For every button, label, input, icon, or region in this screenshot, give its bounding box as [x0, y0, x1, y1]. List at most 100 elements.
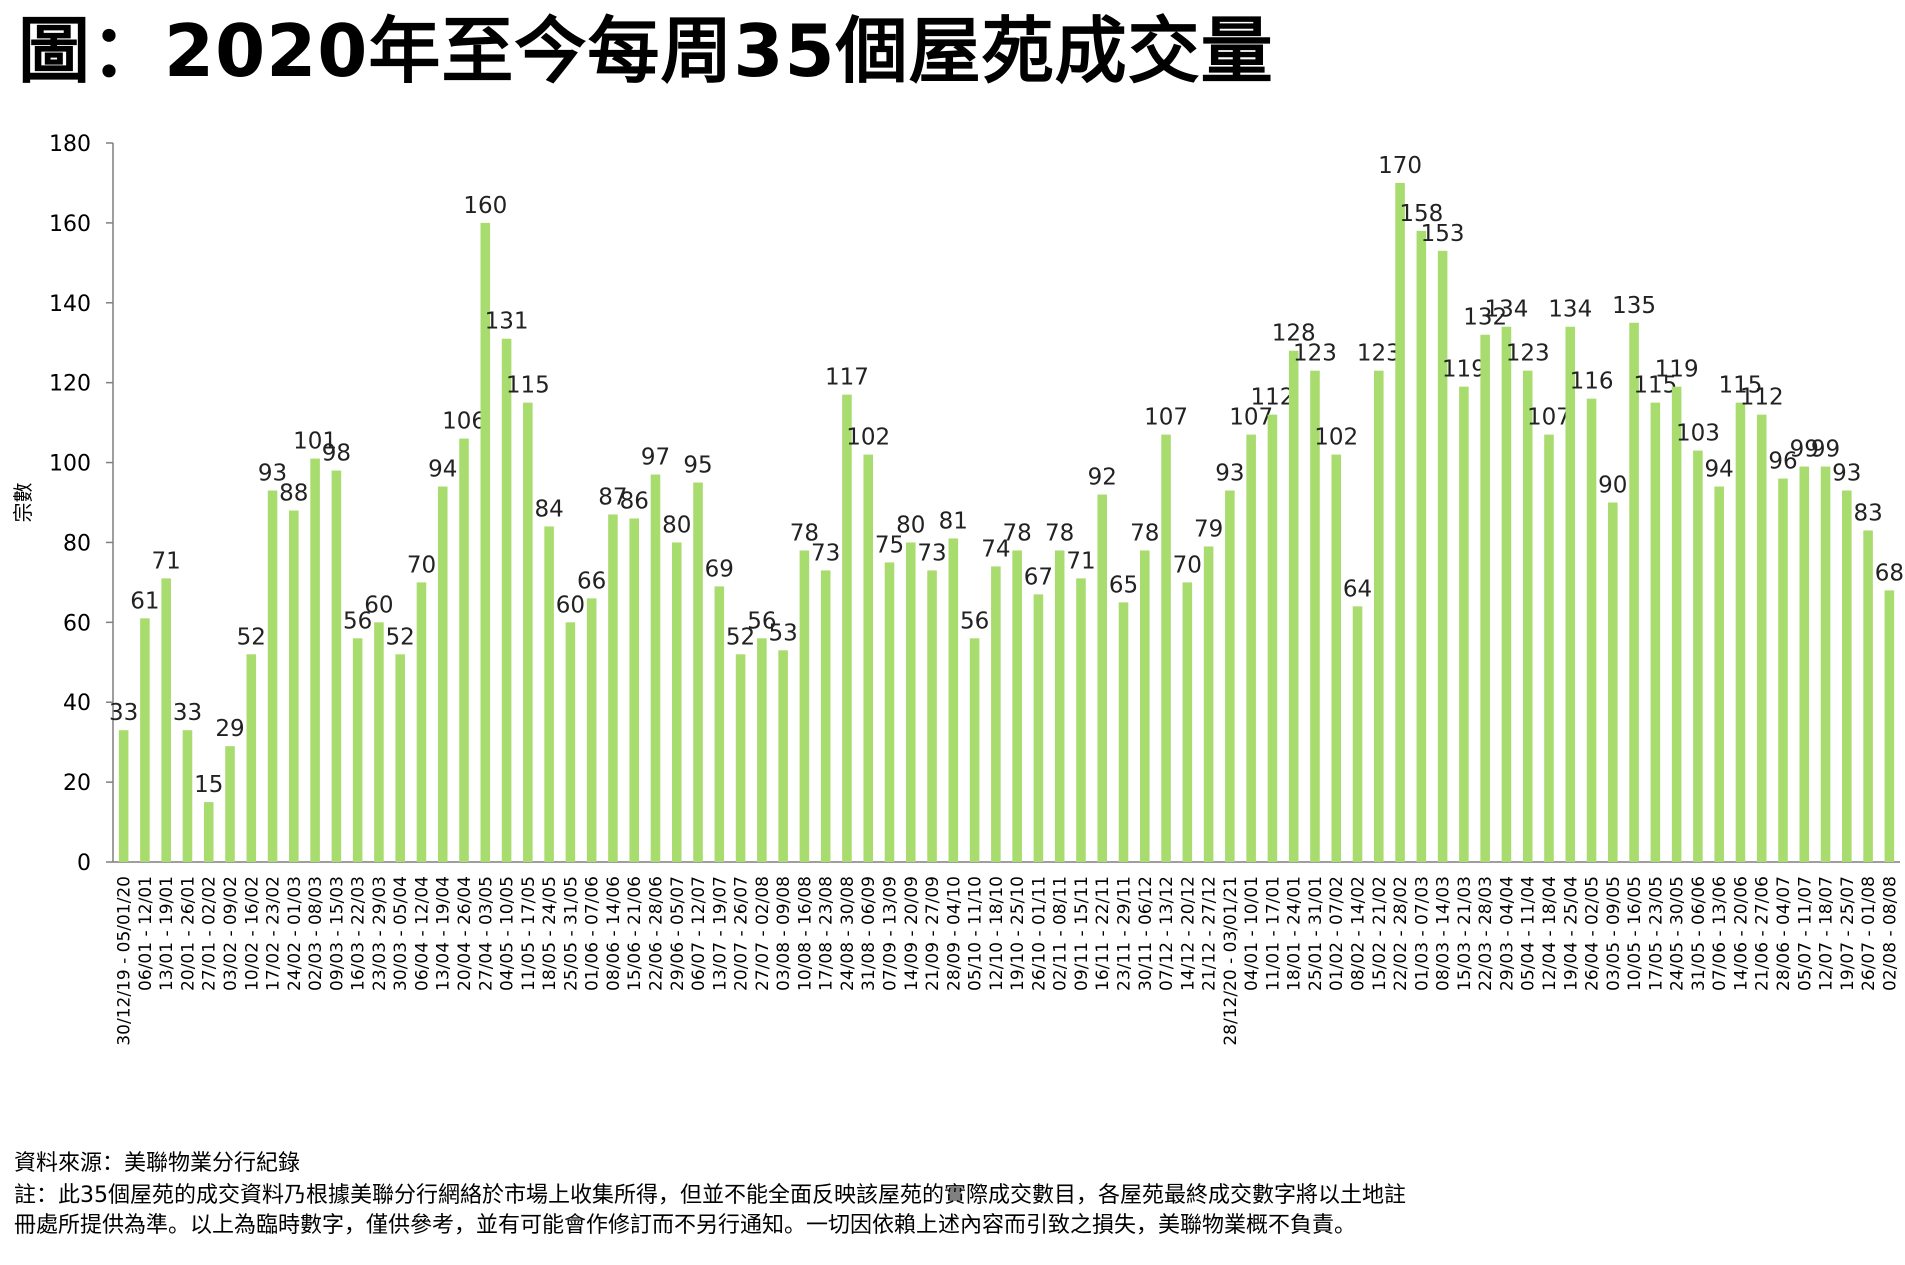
- bar: [608, 514, 618, 862]
- data-label: 33: [173, 700, 202, 726]
- bar: [714, 586, 725, 862]
- x-tick-label: 31/08 - 06/09: [859, 876, 879, 991]
- x-tick-label: 17/02 - 23/02: [264, 876, 284, 991]
- data-label: 70: [407, 552, 436, 578]
- x-tick-label: 28/09 - 04/10: [944, 876, 964, 991]
- x-tick-label: 30/12/19 - 05/01/20: [115, 876, 135, 1046]
- x-tick-label: 27/04 - 03/05: [476, 876, 496, 991]
- bar: [1097, 494, 1108, 862]
- x-tick-label: 09/03 - 15/03: [327, 876, 347, 991]
- bar: [267, 490, 278, 862]
- data-label: 99: [1790, 437, 1819, 463]
- data-label: 83: [1853, 500, 1882, 526]
- bar: [1459, 386, 1469, 862]
- data-label: 94: [1705, 457, 1734, 483]
- x-tick-label: 26/07 - 01/08: [1859, 876, 1879, 991]
- bar: [565, 622, 576, 862]
- x-tick-label: 06/07 - 12/07: [689, 876, 709, 991]
- data-label: 134: [1484, 297, 1528, 323]
- x-tick-label: 19/04 - 25/04: [1561, 876, 1581, 991]
- x-tick-label: 03/02 - 09/02: [221, 876, 241, 991]
- bar: [1544, 434, 1554, 862]
- bar: [863, 454, 874, 862]
- data-label: 98: [322, 441, 351, 467]
- bar: [480, 222, 491, 862]
- bar: [1054, 550, 1065, 862]
- y-tick-label: 140: [49, 292, 91, 317]
- data-label: 70: [1173, 552, 1202, 578]
- x-tick-label: 22/02 - 28/02: [1391, 876, 1411, 991]
- x-tick-label: 06/04 - 12/04: [412, 876, 432, 991]
- x-tick-label: 14/12 - 20/12: [1178, 876, 1198, 991]
- data-label: 78: [790, 520, 819, 546]
- bar: [1182, 582, 1193, 862]
- x-tick-label: 21/12 - 27/12: [1200, 876, 1220, 991]
- x-tick-label: 13/07 - 19/07: [710, 876, 730, 991]
- x-tick-label: 07/06 - 13/06: [1710, 876, 1730, 991]
- x-tick-label: 08/02 - 14/02: [1349, 876, 1369, 991]
- y-tick-label: 120: [49, 372, 91, 397]
- data-label: 107: [1229, 405, 1273, 431]
- data-label: 103: [1676, 421, 1720, 447]
- data-label: 132: [1463, 305, 1507, 331]
- bar: [586, 598, 597, 862]
- bar: [1501, 326, 1512, 862]
- x-tick-label: 04/01 - 10/01: [1242, 876, 1262, 991]
- x-tick-label: 08/06 - 14/06: [604, 876, 624, 991]
- bar: [1522, 370, 1533, 862]
- x-tick-label: 15/06 - 21/06: [625, 876, 645, 991]
- data-label: 52: [726, 624, 755, 650]
- data-label: 68: [1875, 560, 1904, 586]
- bar: [1395, 182, 1405, 862]
- bar: [820, 570, 831, 862]
- data-label: 29: [215, 716, 244, 742]
- data-label: 78: [1130, 520, 1159, 546]
- bar: [799, 550, 810, 862]
- bar: [1884, 590, 1895, 862]
- x-tick-label: 28/12/20 - 03/01/21: [1221, 876, 1241, 1046]
- data-label: 73: [917, 540, 946, 566]
- data-label: 119: [1655, 357, 1699, 383]
- bar: [1225, 490, 1235, 862]
- x-tick-label: 30/03 - 05/04: [391, 876, 411, 991]
- data-label: 123: [1293, 341, 1337, 367]
- x-tick-label: 01/02 - 07/02: [1327, 876, 1347, 991]
- bar: [310, 458, 320, 862]
- data-label: 52: [386, 624, 415, 650]
- bar: [991, 566, 1001, 862]
- bar: [1714, 486, 1724, 862]
- data-label: 33: [109, 700, 138, 726]
- data-label: 15: [194, 772, 223, 798]
- data-label: 131: [485, 309, 529, 335]
- bar: [1246, 434, 1256, 862]
- data-label: 60: [364, 592, 393, 618]
- data-label: 116: [1570, 369, 1614, 395]
- data-label: 93: [1215, 461, 1244, 487]
- x-tick-label: 12/10 - 18/10: [987, 876, 1007, 991]
- bar: [1033, 594, 1044, 862]
- data-label: 112: [1250, 385, 1294, 411]
- data-label: 86: [620, 488, 649, 514]
- bar: [1735, 402, 1746, 862]
- bar: [1480, 334, 1490, 862]
- x-tick-label: 16/11 - 22/11: [1093, 876, 1113, 991]
- bar: [182, 730, 193, 862]
- bar: [437, 486, 448, 862]
- x-tick-label: 03/05 - 09/05: [1604, 876, 1624, 991]
- bar: [246, 654, 257, 862]
- data-label: 112: [1740, 385, 1784, 411]
- x-tick-label: 27/07 - 02/08: [753, 876, 773, 991]
- bar: [203, 802, 214, 862]
- data-label: 97: [641, 445, 670, 471]
- x-tick-label: 07/12 - 13/12: [1157, 876, 1177, 991]
- bar: [1671, 386, 1682, 862]
- x-tick-label: 02/11 - 08/11: [1051, 876, 1071, 991]
- bar: [1799, 466, 1810, 862]
- x-tick-label: 05/04 - 11/04: [1519, 876, 1539, 991]
- bar: [1267, 414, 1278, 862]
- bar: [1756, 414, 1767, 862]
- x-tick-label: 18/05 - 24/05: [540, 876, 560, 991]
- x-tick-label: 15/03 - 21/03: [1455, 876, 1475, 991]
- source-note: 資料來源：美聯物業分行紀錄: [14, 1151, 301, 1176]
- x-tick-label: 01/03 - 07/03: [1412, 876, 1432, 991]
